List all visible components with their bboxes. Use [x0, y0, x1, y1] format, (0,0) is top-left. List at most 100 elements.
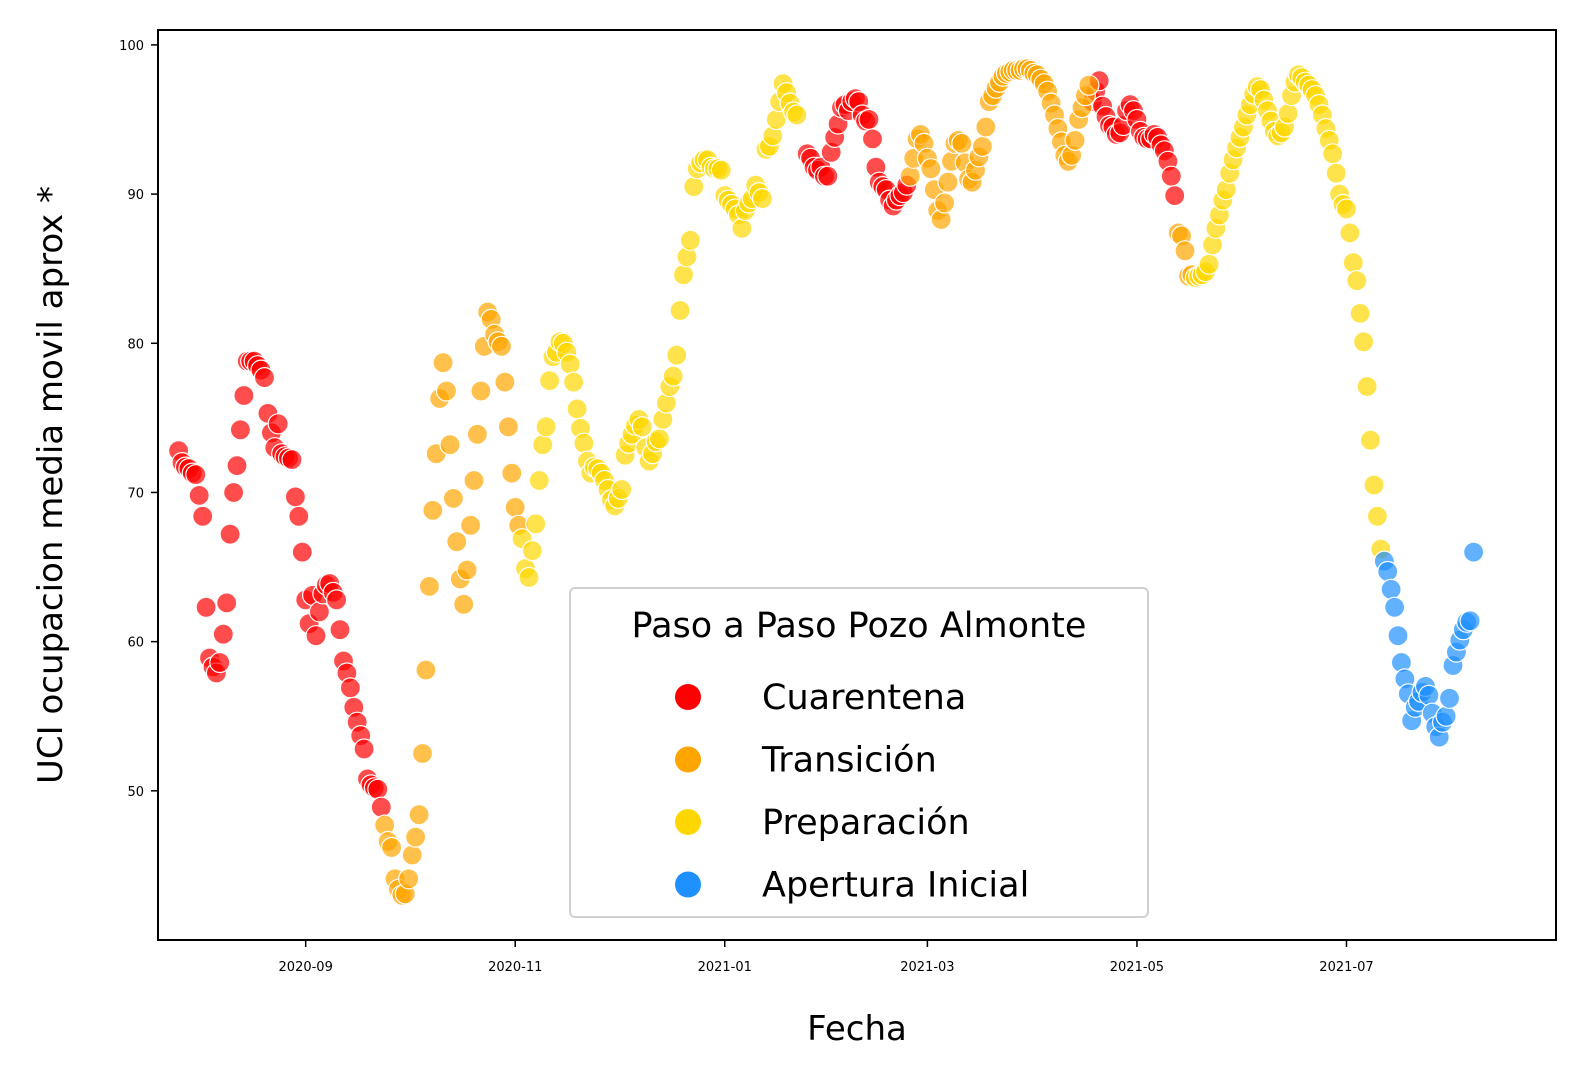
data-point: [1438, 687, 1461, 709]
data-point: [398, 868, 420, 890]
data-point: [525, 513, 547, 535]
data-point: [442, 487, 464, 509]
data-point: [1418, 684, 1440, 706]
data-point: [1383, 596, 1406, 618]
legend-title: Paso a Paso Pozo Almonte: [632, 606, 1087, 646]
data-point: [281, 449, 303, 471]
data-point: [501, 462, 523, 484]
data-point: [1366, 505, 1389, 527]
data-point: [460, 514, 482, 536]
data-point: [288, 505, 310, 527]
data-point: [573, 432, 595, 454]
data-point: [1078, 74, 1100, 96]
data-point: [611, 478, 633, 501]
data-point: [899, 165, 921, 187]
data-point: [562, 371, 585, 393]
data-point: [329, 619, 351, 641]
data-point: [326, 589, 348, 611]
data-point: [566, 398, 588, 420]
y-tick-label: 50: [127, 785, 144, 800]
legend-box: [569, 587, 1149, 918]
data-point: [559, 353, 581, 375]
data-point: [937, 171, 959, 193]
y-tick-label: 90: [127, 188, 144, 203]
data-point: [1174, 240, 1196, 262]
data-point: [497, 416, 519, 438]
legend-marker: [675, 746, 701, 773]
data-point: [631, 416, 653, 438]
data-point: [411, 742, 434, 765]
data-point: [353, 738, 375, 760]
data-point: [1339, 222, 1361, 244]
data-point: [666, 344, 688, 366]
data-point: [405, 826, 427, 848]
x-axis-ticks: 2020-09 2020-11 2021-01 2021-03 2021-05 2021-…: [279, 940, 1374, 975]
data-point: [710, 159, 732, 181]
legend-entries: Cuarentena Transición Preparación Apertura …: [675, 678, 1029, 906]
data-point: [195, 596, 217, 618]
data-point: [933, 192, 956, 214]
data-point: [401, 844, 423, 866]
data-point: [370, 796, 392, 818]
data-point: [1352, 331, 1375, 353]
data-point: [284, 486, 306, 508]
data-point: [185, 464, 207, 486]
y-tick-label: 80: [127, 337, 144, 352]
data-point: [1380, 578, 1402, 601]
data-point: [192, 505, 214, 527]
x-tick-label: 2021-03: [900, 960, 954, 975]
data-point: [408, 804, 430, 826]
data-point: [1387, 625, 1409, 647]
data-point: [679, 229, 702, 251]
data-point: [861, 128, 884, 150]
data-point: [456, 559, 478, 581]
data-point: [432, 352, 454, 374]
data-point: [672, 264, 695, 286]
data-point: [535, 416, 557, 438]
legend-label: Preparación: [762, 803, 970, 843]
data-point: [209, 651, 231, 674]
x-tick-label: 2021-01: [698, 960, 752, 975]
data-point: [308, 601, 330, 623]
data-point: [305, 625, 327, 647]
data-point: [521, 539, 544, 562]
data-point: [683, 176, 705, 198]
data-points: [168, 58, 1485, 906]
data-point: [817, 165, 839, 187]
data-point: [229, 419, 251, 441]
data-point: [1459, 610, 1481, 632]
data-point: [532, 434, 554, 456]
data-point: [1435, 705, 1457, 727]
data-point: [216, 592, 238, 614]
data-point: [1356, 375, 1378, 398]
data-point: [470, 380, 492, 402]
data-point: [219, 523, 241, 545]
data-point: [1164, 185, 1186, 207]
y-axis-ticks: 50 60 70 80 90 100: [119, 39, 158, 800]
data-point: [415, 659, 437, 681]
data-point: [233, 384, 255, 407]
data-point: [1377, 560, 1399, 583]
legend-label: Transición: [761, 741, 937, 781]
legend-marker: [675, 871, 701, 898]
legend-label: Apertura Inicial: [762, 866, 1029, 906]
data-point: [463, 469, 485, 492]
data-point: [538, 370, 561, 392]
data-point: [381, 836, 403, 859]
data-point: [1325, 162, 1347, 184]
y-tick-label: 60: [127, 636, 144, 651]
data-point: [223, 481, 245, 504]
series-3: [1373, 541, 1485, 748]
x-tick-label: 2021-05: [1110, 960, 1164, 975]
data-point: [226, 455, 248, 477]
data-point: [253, 367, 276, 389]
data-point: [1462, 541, 1485, 563]
data-point: [1277, 102, 1299, 125]
data-point: [1349, 302, 1371, 324]
data-point: [188, 484, 210, 506]
data-point: [267, 413, 289, 435]
data-point: [367, 778, 389, 800]
data-point: [422, 499, 444, 521]
data-point: [858, 108, 880, 131]
